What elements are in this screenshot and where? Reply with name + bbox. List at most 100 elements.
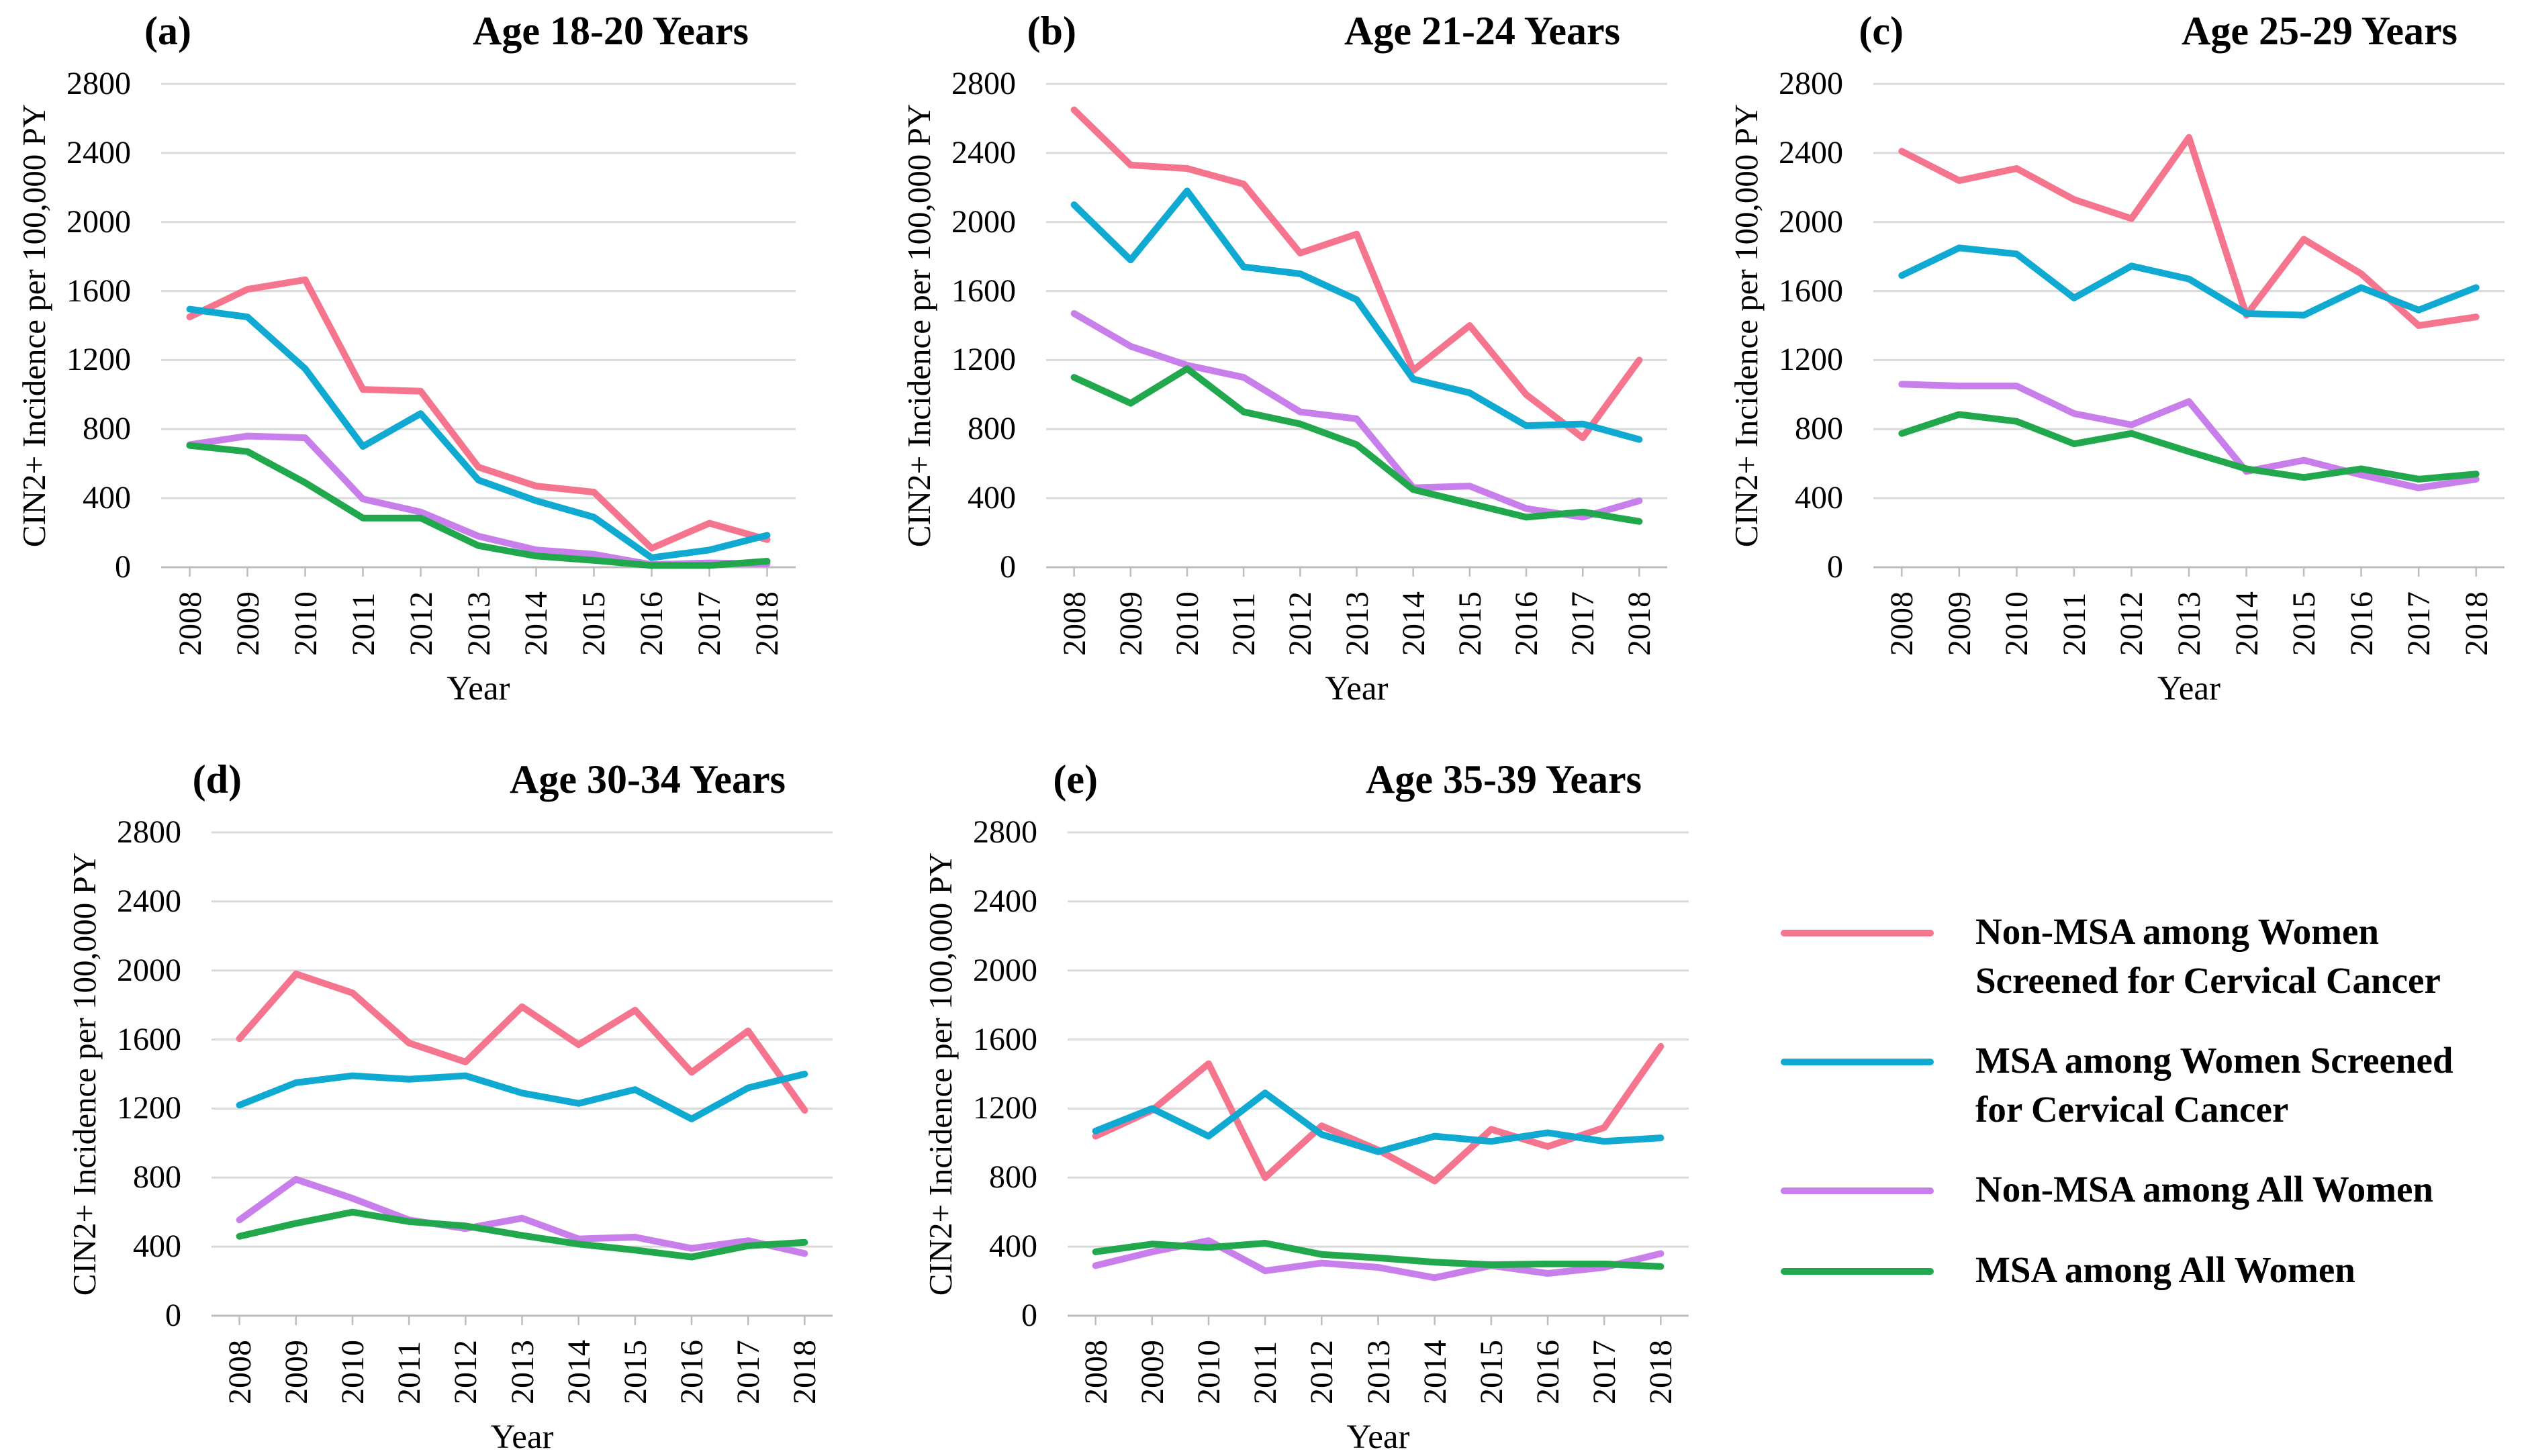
series-line-msa-all xyxy=(1092,1240,1665,1270)
y-tick-label: 2000 xyxy=(117,952,181,988)
x-axis-title: Year xyxy=(447,670,510,708)
series-line-non-msa-screened xyxy=(186,276,771,552)
plot-area xyxy=(161,83,796,577)
y-tick-label: 2800 xyxy=(951,66,1016,101)
series-line-msa-all xyxy=(236,1208,808,1261)
series-line-msa-all xyxy=(1070,365,1643,525)
panel-letter: (b) xyxy=(1027,9,1076,53)
panel-title: Age 18-20 Years xyxy=(472,9,749,53)
y-tick-label: 1600 xyxy=(117,1021,181,1057)
y-tick-label: 1200 xyxy=(973,1090,1037,1126)
legend-line-swatch-purple xyxy=(1781,1187,1934,1195)
y-tick-label: 400 xyxy=(1795,480,1843,516)
y-tick-label: 2800 xyxy=(973,814,1037,850)
y-tick-label: 400 xyxy=(968,480,1016,516)
series-line-msa-all xyxy=(186,442,771,569)
x-tick-label: 2018 xyxy=(1643,1340,1679,1404)
series-line-non-msa-screened xyxy=(1898,134,2480,329)
legend-entry-msa-screened: MSA among Women Screened for Cervical Ca… xyxy=(1781,1036,2526,1134)
x-tick-label: 2009 xyxy=(1134,1340,1170,1404)
panel-title: Age 35-39 Years xyxy=(1365,757,1642,802)
y-tick-label: 2400 xyxy=(66,134,131,171)
y-tick-label: 0 xyxy=(1000,549,1016,585)
plot-area xyxy=(212,831,833,1325)
y-tick-label: 2000 xyxy=(1779,203,1843,240)
y-tick-label: 2800 xyxy=(117,814,181,850)
panel-letter: (c) xyxy=(1859,9,1904,53)
y-tick-label: 400 xyxy=(989,1228,1037,1265)
y-tick-label: 1600 xyxy=(66,273,131,309)
y-tick-label: 2400 xyxy=(973,883,1037,919)
y-tick-label: 0 xyxy=(1021,1298,1037,1333)
panel-title: Age 21-24 Years xyxy=(1344,9,1620,53)
y-tick-label: 2400 xyxy=(117,883,181,919)
x-tick-label: 2016 xyxy=(1530,1340,1566,1404)
y-tick-label: 800 xyxy=(968,411,1016,447)
plot-area xyxy=(1873,83,2505,577)
y-tick-label: 0 xyxy=(115,549,131,585)
plot-area xyxy=(1068,831,1689,1325)
y-tick-label: 400 xyxy=(133,1228,181,1265)
panel-letter: (d) xyxy=(192,757,242,802)
legend-label: MSA among Women Screened for Cervical Ca… xyxy=(1975,1040,2453,1130)
y-tick-label: 2800 xyxy=(1779,66,1843,101)
legend-label: MSA among All Women xyxy=(1975,1249,2355,1290)
y-tick-label: 2400 xyxy=(951,134,1016,171)
series-line-non-msa-screened xyxy=(236,970,808,1114)
series-line-non-msa-all xyxy=(1070,310,1643,521)
series-line-msa-screened xyxy=(1898,244,2480,319)
series-line-msa-all xyxy=(1898,411,2480,483)
y-tick-label: 2000 xyxy=(973,952,1037,988)
y-tick-label: 2000 xyxy=(66,203,131,240)
x-tick-label: 2010 xyxy=(1190,1340,1227,1404)
y-tick-label: 2800 xyxy=(66,66,131,101)
x-tick-label: 2012 xyxy=(1304,1340,1340,1404)
y-tick-label: 800 xyxy=(83,411,131,447)
x-tick-label: 2015 xyxy=(1473,1340,1509,1404)
y-tick-label: 2400 xyxy=(1779,134,1843,171)
panel-title: Age 25-29 Years xyxy=(2181,9,2458,53)
series-line-msa-screened xyxy=(236,1071,808,1122)
y-tick-label: 800 xyxy=(133,1159,181,1196)
x-axis-title: Year xyxy=(1346,1418,1410,1456)
y-tick-label: 400 xyxy=(83,480,131,516)
series-line-msa-screened xyxy=(1070,187,1643,443)
y-tick-label: 1200 xyxy=(951,342,1016,378)
y-tick-label: 2000 xyxy=(951,203,1016,240)
series-line-non-msa-all xyxy=(1898,381,2480,491)
y-tick-label: 1200 xyxy=(1779,342,1843,378)
y-tick-label: 0 xyxy=(165,1298,181,1333)
x-tick-label: 2014 xyxy=(1417,1340,1453,1404)
x-axis-title: Year xyxy=(2157,670,2220,708)
y-tick-label: 1600 xyxy=(951,273,1016,309)
legend-entry-non-msa-screened: Non-MSA among Women Screened for Cervica… xyxy=(1781,908,2526,1005)
legend-line-swatch-pink xyxy=(1781,930,1934,936)
y-tick-label: 800 xyxy=(1795,411,1843,447)
x-tick-label: 2011 xyxy=(1248,1341,1284,1404)
legend: Non-MSA among Women Screened for Cervica… xyxy=(1781,908,2526,1295)
plot-area xyxy=(1046,83,1667,577)
y-tick-label: 1600 xyxy=(1779,273,1843,309)
legend-label: Non-MSA among All Women xyxy=(1975,1169,2433,1210)
series-line-non-msa-screened xyxy=(1092,1042,1665,1185)
panel-letter: (e) xyxy=(1053,757,1098,802)
legend-line-swatch-green xyxy=(1781,1267,1934,1275)
x-tick-label: 2013 xyxy=(1360,1340,1397,1404)
legend-entry-msa-all: MSA among All Women xyxy=(1781,1246,2526,1295)
y-tick-label: 1200 xyxy=(66,342,131,378)
panel-letter: (a) xyxy=(144,9,191,53)
legend-label: Non-MSA among Women Screened for Cervica… xyxy=(1975,911,2441,1001)
panel-title: Age 30-34 Years xyxy=(509,757,786,802)
y-tick-label: 800 xyxy=(989,1159,1037,1196)
legend-line-swatch-blue xyxy=(1781,1059,1934,1066)
series-line-non-msa-all xyxy=(236,1175,808,1257)
x-tick-label: 2008 xyxy=(1078,1340,1114,1404)
legend-entry-non-msa-all: Non-MSA among All Women xyxy=(1781,1165,2526,1214)
series-line-msa-screened xyxy=(1092,1089,1665,1155)
